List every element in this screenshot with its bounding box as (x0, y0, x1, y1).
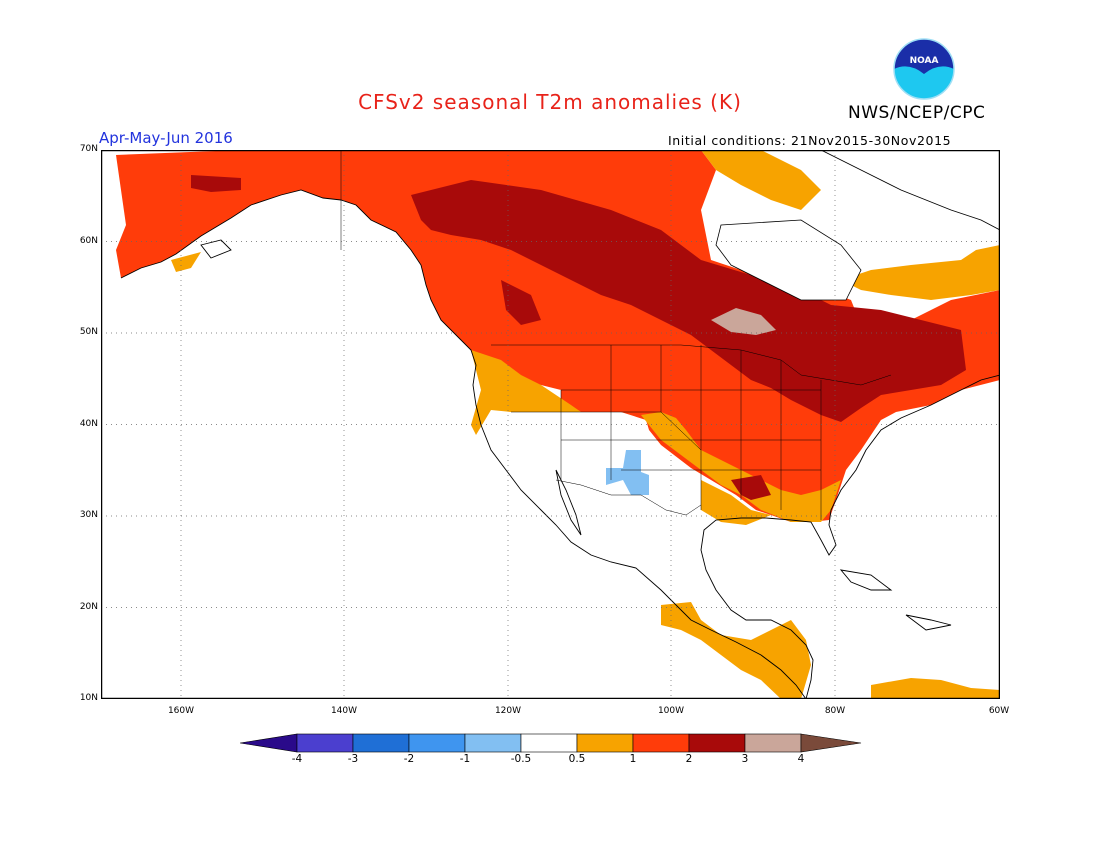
colorbar-swatch-minus-3-to-minus-2 (352, 733, 410, 753)
colorbar-label: -4 (291, 753, 303, 765)
anomaly-region-orange-central-america (661, 602, 811, 699)
chart-title: CFSv2 seasonal T2m anomalies (K) (358, 90, 742, 114)
lat-label-30n: 30N (79, 510, 98, 520)
lon-label-160w: 160W (167, 706, 195, 716)
season-label: Apr-May-Jun 2016 (99, 129, 233, 147)
colorbar-label: 1 (629, 753, 637, 765)
colorbar-swatch-3-to-4 (744, 733, 802, 753)
anomaly-region-lightblue (606, 450, 649, 495)
hudson-bay (715, 219, 862, 301)
lat-label-40n: 40N (79, 419, 98, 429)
anomaly-region-tan (711, 308, 776, 335)
map-frame (101, 150, 1000, 699)
colorbar-label: 0.5 (568, 753, 586, 765)
initial-conditions-label: Initial conditions: 21Nov2015-30Nov2015 (668, 133, 952, 148)
anomaly-map (101, 150, 1000, 699)
noaa-logo-text: NOAA (910, 56, 939, 66)
colorbar-swatch-0-5-to-1 (576, 733, 634, 753)
colorbar-swatch-below-minus-4 (240, 733, 298, 753)
lon-label-80w: 80W (824, 706, 846, 716)
colorbar-swatch-1-to-2 (632, 733, 690, 753)
anomaly-region-orange-baffin (701, 150, 821, 210)
political-borders (340, 150, 892, 520)
noaa-logo: NOAA (893, 38, 955, 100)
colorbar-swatch-minus-2-to-minus-1 (408, 733, 466, 753)
colorbar-label: -3 (347, 753, 359, 765)
colorbar-swatch-above-4 (800, 733, 862, 753)
colorbar-label: -1 (459, 753, 471, 765)
anomaly-region-orange-plains (641, 412, 841, 522)
lat-label-60n: 60N (79, 236, 98, 246)
anomaly-region-orange-caribbean (871, 678, 1000, 699)
colorbar-swatch-minus-1-to-minus-0-5 (464, 733, 522, 753)
colorbar-label: -0.5 (510, 753, 532, 765)
anomaly-region-darkred-canada (411, 180, 966, 422)
lat-label-10n: 10N (79, 693, 98, 703)
lat-label-50n: 50N (79, 327, 98, 337)
anomaly-region-red (116, 150, 1000, 522)
colorbar-swatch-2-to-3 (688, 733, 746, 753)
colorbar-label: -2 (403, 753, 415, 765)
colorbar-swatch-minus-4-to-minus-3 (296, 733, 354, 753)
organization-label: NWS/NCEP/CPC (848, 103, 986, 123)
lon-label-140w: 140W (330, 706, 358, 716)
anomaly-region-orange-west (471, 350, 581, 435)
anomaly-region-darkred-alaska (191, 175, 241, 192)
anomaly-region-orange-northeast (841, 245, 1000, 300)
colorbar-swatch-neutral (520, 733, 578, 753)
colorbar-label: 4 (797, 753, 805, 765)
colorbar (240, 733, 862, 753)
lon-label-100w: 100W (657, 706, 685, 716)
lon-label-120w: 120W (494, 706, 522, 716)
anomaly-region-orange-gulf (701, 480, 771, 525)
lon-label-60w: 60W (988, 706, 1010, 716)
lat-label-70n: 70N (79, 144, 98, 154)
colorbar-label: 3 (741, 753, 749, 765)
coastlines (120, 150, 1000, 699)
anomaly-region-orange-alaska (171, 252, 201, 272)
colorbar-label: 2 (685, 753, 693, 765)
lat-label-20n: 20N (79, 602, 98, 612)
anomaly-region-darkred-yukon (501, 280, 541, 325)
